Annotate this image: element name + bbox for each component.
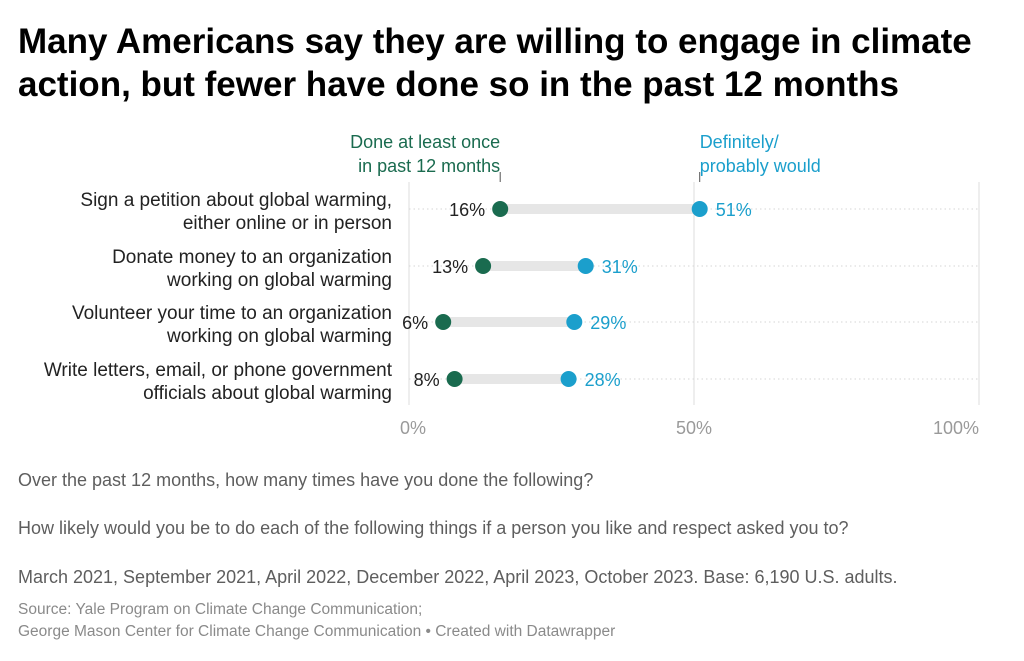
value-label-done-2: 6% [402, 313, 428, 333]
series-label-1-1: probably would [700, 156, 821, 176]
note-survey-dates: March 2021, September 2021, April 2022, … [18, 567, 898, 587]
x-tick-label-1: 50% [676, 418, 712, 438]
series-label-0-1: in past 12 months [358, 156, 500, 176]
value-label-would-3: 28% [585, 370, 621, 390]
grid-lines [408, 182, 980, 405]
dot-would-1 [577, 258, 594, 274]
category-label-3-1: officials about global warming [143, 383, 392, 404]
x-axis: 0% 50% 100% [400, 418, 979, 438]
dot-done-3 [446, 371, 463, 387]
plot-rows: Sign a petition about global warming,eit… [44, 190, 979, 404]
note-question-done: Over the past 12 months, how many times … [18, 470, 594, 490]
dot-would-2 [566, 314, 583, 330]
note-question-likely: How likely would you be to do each of th… [18, 518, 849, 538]
category-label-2-1: working on global warming [166, 326, 392, 347]
category-label-0-0: Sign a petition about global warming, [80, 190, 392, 211]
x-tick-label-2: 100% [933, 418, 979, 438]
legend: Done at least once in past 12 months Defin… [350, 132, 821, 182]
value-label-done-1: 13% [432, 257, 468, 277]
category-label-1-1: working on global warming [166, 270, 392, 291]
source-line-1: Source: Yale Program on Climate Change C… [18, 601, 423, 618]
dot-done-1 [475, 258, 492, 274]
series-label-0-0: Done at least once [350, 132, 500, 152]
category-label-3-0: Write letters, email, or phone governmen… [44, 360, 393, 381]
chart-title: Many Americans say they are willing to e… [18, 22, 972, 104]
dot-plot: Sign a petition about global warming,eit… [44, 132, 980, 438]
value-label-done-3: 8% [414, 370, 440, 390]
value-label-would-0: 51% [716, 200, 752, 220]
category-label-0-1: either online or in person [183, 213, 392, 234]
series-label-1-0: Definitely/ [700, 132, 779, 152]
value-label-would-1: 31% [602, 257, 638, 277]
category-label-1-0: Donate money to an organization [112, 247, 392, 268]
dot-done-0 [492, 201, 509, 217]
dot-would-0 [691, 201, 708, 217]
dot-done-2 [435, 314, 452, 330]
value-label-done-0: 16% [449, 200, 485, 220]
source-line-2: George Mason Center for Climate Change C… [18, 623, 616, 640]
dot-would-3 [560, 371, 577, 387]
category-label-2-0: Volunteer your time to an organization [72, 303, 392, 324]
value-label-would-2: 29% [590, 313, 626, 333]
x-tick-label-0: 0% [400, 418, 426, 438]
